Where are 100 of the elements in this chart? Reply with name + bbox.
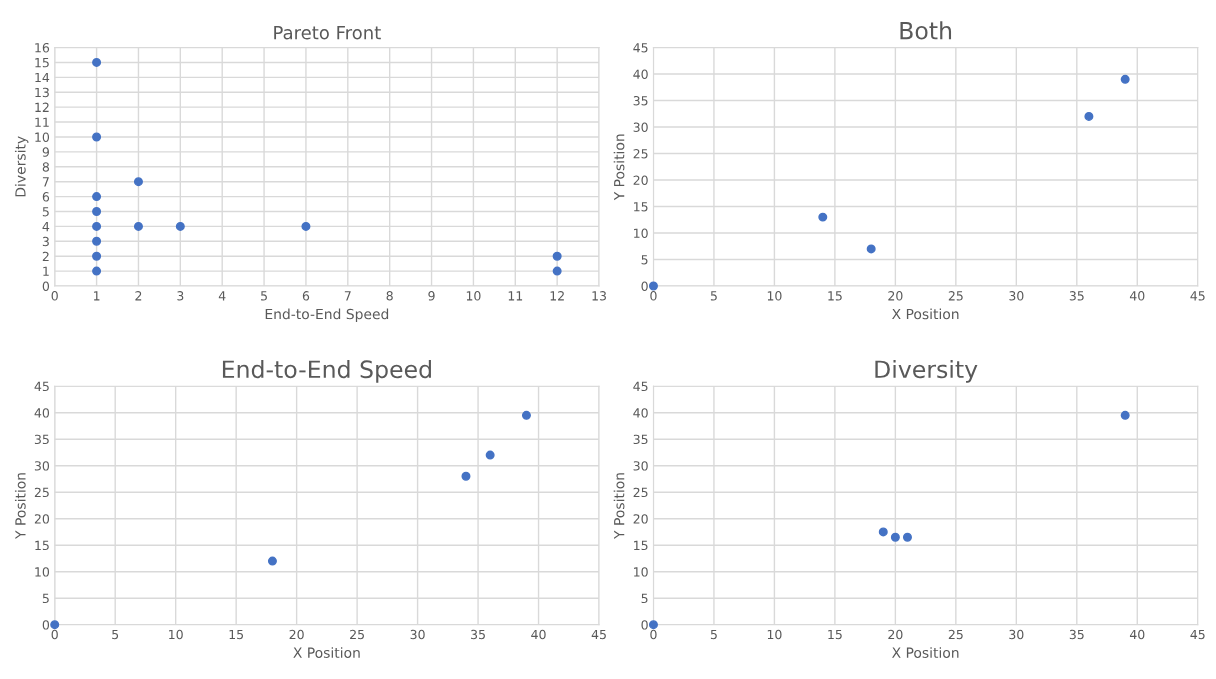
point xyxy=(301,221,311,231)
x-tick-label: 35 xyxy=(471,629,485,640)
y-tick-label: 3 xyxy=(42,236,49,247)
x-tick-label: 15 xyxy=(828,291,842,301)
y-tick-label: 35 xyxy=(633,96,648,106)
x-tick-label: 35 xyxy=(1069,629,1084,640)
y-axis-title: Y Position xyxy=(613,473,625,539)
y-tick-label: 0 xyxy=(42,281,50,291)
y-tick-label: 0 xyxy=(641,281,648,291)
x-tick-label: 30 xyxy=(410,629,425,640)
x-tick-label: 10 xyxy=(767,291,782,301)
x-axis-title: X Position xyxy=(892,308,959,320)
y-tick-label: 20 xyxy=(34,514,50,524)
y-tick-label: 6 xyxy=(42,192,50,202)
x-tick-label: 13 xyxy=(592,291,606,301)
y-tick-label: 45 xyxy=(633,43,648,53)
chart-title: End-to-End Speed xyxy=(222,359,431,383)
x-tick-label: 45 xyxy=(1190,629,1205,640)
y-tick-label: 30 xyxy=(633,122,648,132)
chart-title: Diversity xyxy=(875,359,978,383)
point xyxy=(648,620,658,630)
point xyxy=(92,206,102,216)
y-tick-label: 30 xyxy=(34,461,50,471)
x-tick-label: 11 xyxy=(508,291,523,301)
x-tick-label: 5 xyxy=(261,291,267,301)
y-tick-label: 5 xyxy=(42,593,49,604)
x-tick-label: 35 xyxy=(1069,291,1084,301)
x-tick-label: 6 xyxy=(302,291,310,301)
x-tick-label: 12 xyxy=(550,291,564,301)
x-tick-label: 10 xyxy=(169,629,183,640)
y-tick-label: 2 xyxy=(42,251,49,261)
point xyxy=(92,236,102,246)
point xyxy=(133,177,143,187)
x-axis-title: End-to-End Speed xyxy=(265,308,389,322)
x-axis-title: X Position xyxy=(892,647,959,658)
point xyxy=(92,266,102,276)
x-tick-label: 5 xyxy=(112,629,119,640)
x-tick-label: 25 xyxy=(350,629,364,640)
point xyxy=(1084,111,1094,121)
y-tick-label: 12 xyxy=(35,102,49,112)
x-tick-label: 20 xyxy=(888,629,903,640)
y-tick-label: 40 xyxy=(633,408,648,418)
y-tick-label: 5 xyxy=(641,593,648,604)
y-tick-label: 9 xyxy=(42,147,49,157)
point xyxy=(902,532,912,542)
x-tick-label: 45 xyxy=(1190,291,1205,301)
x-tick-label: 20 xyxy=(888,291,903,301)
y-tick-label: 11 xyxy=(35,117,49,127)
y-tick-label: 15 xyxy=(35,540,49,551)
x-tick-label: 40 xyxy=(1129,291,1145,301)
y-tick-label: 14 xyxy=(35,72,50,83)
x-tick-label: 25 xyxy=(948,629,963,640)
x-tick-label: 30 xyxy=(1009,291,1024,301)
y-tick-label: 35 xyxy=(34,434,49,445)
y-tick-label: 7 xyxy=(42,177,49,187)
point xyxy=(133,221,143,231)
x-axis-title: X Position xyxy=(293,647,360,658)
point xyxy=(92,192,102,202)
x-tick-label: 3 xyxy=(177,291,184,301)
x-tick-label: 40 xyxy=(1129,629,1145,640)
point xyxy=(92,132,102,142)
y-tick-label: 8 xyxy=(42,162,49,172)
x-tick-label: 4 xyxy=(218,291,226,301)
y-tick-label: 16 xyxy=(35,43,50,53)
x-tick-label: 25 xyxy=(948,291,963,301)
point xyxy=(878,527,888,537)
y-tick-label: 40 xyxy=(633,69,648,79)
x-tick-label: 0 xyxy=(51,629,58,640)
chart-title: Pareto Front xyxy=(274,26,381,40)
point xyxy=(267,556,277,566)
point xyxy=(175,221,185,231)
y-tick-label: 10 xyxy=(35,132,50,142)
y-tick-label: 40 xyxy=(34,408,50,418)
y-tick-label: 15 xyxy=(35,58,49,68)
y-tick-label: 20 xyxy=(633,175,648,185)
y-tick-label: 25 xyxy=(34,487,49,498)
point xyxy=(890,532,900,542)
point xyxy=(1120,74,1130,84)
x-tick-label: 15 xyxy=(229,629,244,640)
x-tick-label: 5 xyxy=(710,291,717,301)
point xyxy=(552,251,562,261)
y-axis-title: Diversity xyxy=(14,136,29,197)
point xyxy=(521,410,531,420)
y-tick-label: 10 xyxy=(35,567,50,577)
x-tick-label: 0 xyxy=(51,291,58,301)
x-tick-label: 7 xyxy=(344,291,351,301)
y-tick-label: 20 xyxy=(633,514,648,524)
point xyxy=(92,251,102,261)
point xyxy=(485,450,495,460)
point xyxy=(461,471,471,481)
y-tick-label: 45 xyxy=(34,381,49,392)
point xyxy=(648,281,658,291)
x-tick-label: 0 xyxy=(650,291,657,301)
y-tick-label: 25 xyxy=(633,149,648,159)
x-tick-label: 45 xyxy=(591,629,606,640)
x-tick-label: 5 xyxy=(710,629,717,640)
x-tick-label: 8 xyxy=(386,291,393,301)
y-tick-label: 13 xyxy=(35,87,49,98)
x-tick-label: 30 xyxy=(1009,629,1024,640)
point xyxy=(50,620,60,630)
